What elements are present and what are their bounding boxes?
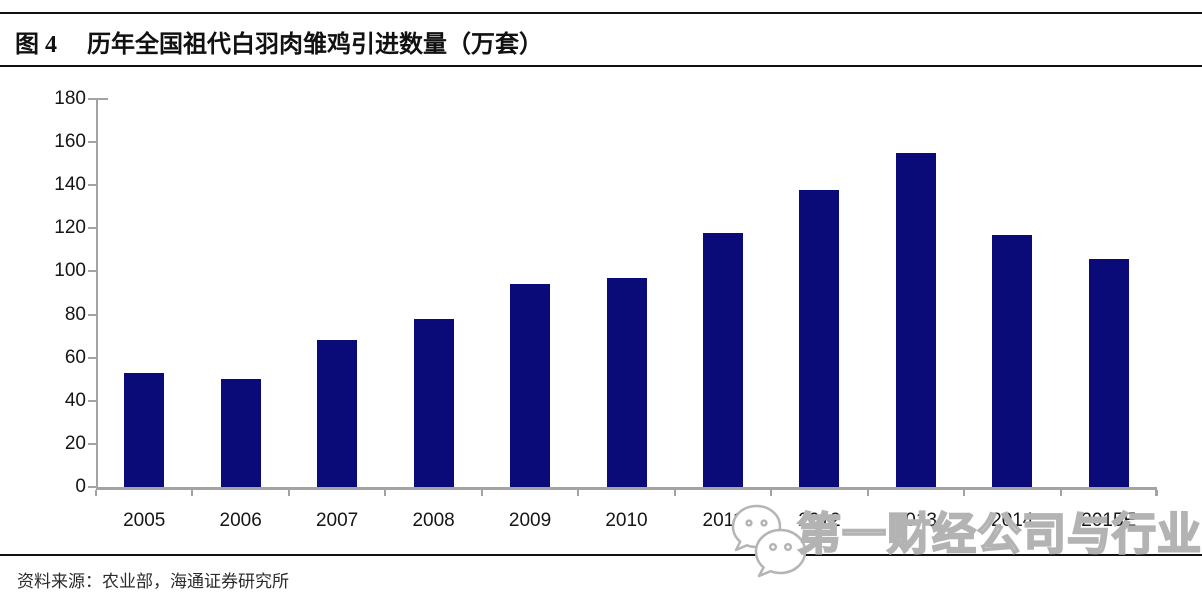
y-tick bbox=[88, 227, 96, 230]
x-axis-label: 2006 bbox=[219, 510, 262, 531]
x-tick bbox=[95, 490, 97, 496]
x-tick bbox=[673, 490, 676, 496]
y-tick bbox=[88, 270, 96, 273]
x-axis-label: 2010 bbox=[605, 510, 648, 531]
y-axis-line bbox=[96, 98, 98, 490]
bar-2006 bbox=[220, 379, 261, 487]
x-tick bbox=[770, 490, 773, 496]
x-axis-label: 2009 bbox=[508, 510, 552, 531]
x-axis-label: 2015E bbox=[1081, 510, 1137, 531]
bar-2013 bbox=[895, 152, 936, 487]
x-tick bbox=[480, 490, 483, 496]
y-axis-label: 20 bbox=[64, 432, 86, 454]
y-tick bbox=[88, 442, 96, 445]
y-axis-label: 160 bbox=[54, 131, 86, 153]
x-tick bbox=[384, 490, 387, 496]
source-note: 资料来源：农业部，海通证券研究所 bbox=[17, 572, 289, 591]
x-axis-label: 2008 bbox=[412, 510, 455, 531]
y-tick bbox=[88, 486, 96, 488]
y-axis-label: 0 bbox=[75, 476, 86, 497]
bar-2012 bbox=[799, 189, 840, 487]
y-axis-label: 180 bbox=[54, 88, 86, 109]
y-axis-label: 60 bbox=[64, 346, 86, 368]
x-axis-label: 2007 bbox=[315, 510, 359, 531]
x-tick bbox=[1156, 490, 1158, 496]
y-tick bbox=[88, 356, 96, 359]
x-axis-label: 2012 bbox=[798, 510, 841, 531]
x-axis-label: 2013 bbox=[894, 510, 937, 531]
bar-2009 bbox=[510, 284, 551, 487]
x-axis-label: 2005 bbox=[123, 510, 166, 531]
bar-2008 bbox=[413, 318, 454, 487]
x-tick bbox=[191, 490, 194, 496]
bar-2011 bbox=[702, 232, 743, 487]
bar-2014 bbox=[992, 234, 1033, 487]
bar-2005 bbox=[124, 372, 165, 487]
top-rule bbox=[0, 12, 1202, 14]
bar-2010 bbox=[606, 277, 647, 487]
y-tick bbox=[88, 141, 96, 144]
x-tick bbox=[287, 490, 290, 496]
figure-title: 历年全国祖代白羽肉雏鸡引进数量（万套） bbox=[87, 32, 543, 58]
y-tick bbox=[88, 399, 96, 402]
y-axis-top-hook bbox=[96, 98, 108, 100]
y-tick bbox=[88, 184, 96, 187]
y-tick bbox=[88, 313, 96, 316]
figure-label: 图 4 bbox=[15, 32, 57, 58]
x-tick bbox=[1059, 490, 1062, 496]
x-tick bbox=[577, 490, 580, 496]
bottom-rule bbox=[0, 554, 1202, 556]
y-tick bbox=[88, 98, 96, 100]
y-axis-label: 120 bbox=[54, 217, 86, 239]
y-axis-label: 100 bbox=[54, 260, 86, 282]
y-axis-label: 140 bbox=[54, 174, 86, 196]
figure-title-row: 图 4 历年全国祖代白羽肉雏鸡引进数量（万套） bbox=[15, 24, 543, 59]
bar-2015E bbox=[1088, 258, 1129, 487]
x-tick bbox=[866, 490, 869, 496]
y-axis-label: 80 bbox=[64, 303, 86, 325]
y-axis-label: 40 bbox=[64, 389, 86, 411]
x-axis-label: 2011 bbox=[702, 510, 744, 531]
bar-2007 bbox=[317, 340, 358, 487]
title-rule bbox=[0, 65, 1202, 67]
x-axis-label: 2014 bbox=[991, 510, 1034, 531]
x-axis-line bbox=[96, 487, 1157, 490]
x-tick bbox=[963, 490, 966, 496]
